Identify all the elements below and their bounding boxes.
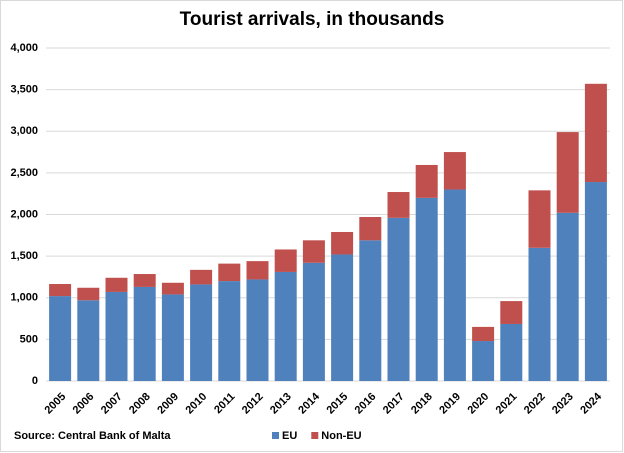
bar-segment bbox=[415, 197, 438, 381]
legend-swatch bbox=[272, 432, 279, 439]
bar-segment bbox=[302, 262, 325, 381]
y-tick-label: 1,500 bbox=[10, 250, 38, 262]
bar-segment bbox=[218, 281, 241, 381]
bar-segment bbox=[77, 287, 100, 301]
bar-segment bbox=[190, 269, 213, 285]
bar-segment bbox=[331, 231, 354, 255]
bar-segment bbox=[387, 192, 410, 218]
bar-segment bbox=[556, 212, 579, 381]
y-tick-label: 3,500 bbox=[10, 84, 38, 96]
bar-segment bbox=[161, 282, 184, 295]
bar-segment bbox=[49, 296, 72, 381]
y-tick-label: 500 bbox=[20, 333, 38, 345]
y-tick-label: 2,500 bbox=[10, 167, 38, 179]
bar-segment bbox=[49, 284, 72, 297]
chart-title: Tourist arrivals, in thousands bbox=[180, 9, 445, 30]
bar-segment bbox=[443, 152, 466, 190]
source: Source: Central Bank of Malta bbox=[14, 430, 171, 442]
bar-segment bbox=[359, 240, 382, 381]
y-tick-label: 0 bbox=[32, 375, 38, 387]
bar-segment bbox=[246, 279, 269, 381]
bar-segment bbox=[443, 189, 466, 381]
bar-segment bbox=[274, 249, 297, 272]
bar-segment bbox=[359, 216, 382, 241]
bar-segment bbox=[584, 83, 607, 183]
bar-segment bbox=[528, 247, 551, 381]
bar-segment bbox=[331, 254, 354, 381]
bar-segment bbox=[500, 301, 523, 324]
bar-segment bbox=[500, 323, 523, 381]
y-tick-label: 3,000 bbox=[10, 125, 38, 137]
bar-segment bbox=[556, 132, 579, 213]
bar-segment bbox=[415, 164, 438, 198]
y-tick-label: 2,000 bbox=[10, 208, 38, 220]
bar-segment bbox=[105, 277, 128, 292]
y-tick-label: 4,000 bbox=[10, 42, 38, 54]
y-tick-label: 1,000 bbox=[10, 292, 38, 304]
bar-segment bbox=[133, 286, 156, 381]
bar-segment bbox=[528, 190, 551, 248]
bar-segment bbox=[302, 240, 325, 263]
bar-segment bbox=[246, 261, 269, 280]
bar-segment bbox=[133, 274, 156, 287]
bar-segment bbox=[584, 182, 607, 381]
bar-segment bbox=[274, 271, 297, 381]
bar-segment bbox=[387, 217, 410, 381]
legend-swatch bbox=[311, 432, 319, 439]
bar-segment bbox=[105, 291, 128, 381]
bar-segment bbox=[472, 326, 495, 342]
legend-label: Non-EU bbox=[321, 430, 361, 442]
bar-segment bbox=[190, 284, 213, 381]
legend-label: EU bbox=[282, 430, 297, 442]
bar-segment bbox=[472, 341, 495, 381]
bar-segment bbox=[218, 263, 241, 282]
bar-segment bbox=[161, 294, 184, 381]
bar-segment bbox=[77, 300, 100, 381]
